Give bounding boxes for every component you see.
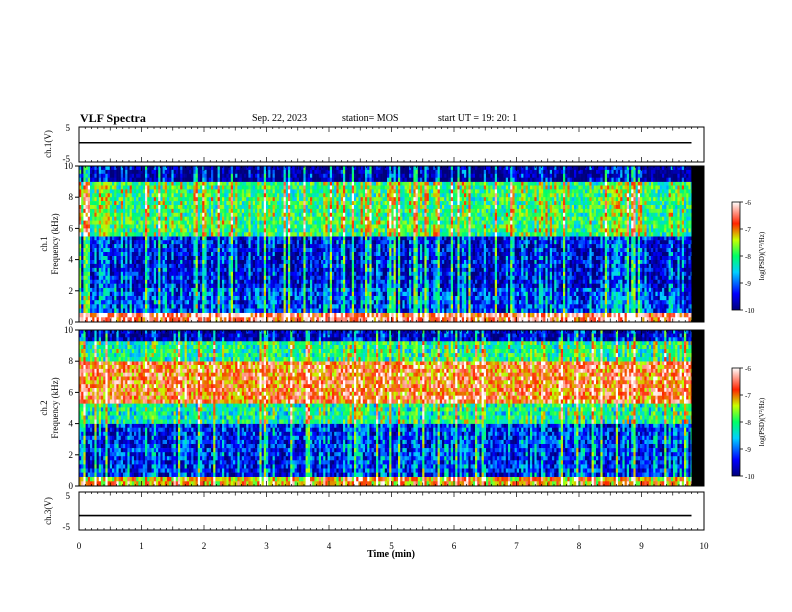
vlf-figure: 5 -5 ch.1(V) 0246810 ch.1 Frequency (kHz… bbox=[0, 0, 792, 612]
ch2-spectrogram-ylabel: Frequency (kHz) bbox=[50, 377, 60, 438]
ch1-voltage-ylabel: ch.1(V) bbox=[43, 130, 53, 158]
ch3-voltage-ylabel: ch.3(V) bbox=[43, 497, 53, 525]
ch1-freq-tick-label: 2 bbox=[69, 286, 74, 296]
ch1-colorbar-tick-label: -7 bbox=[745, 226, 751, 234]
ch1-colorbar-tick-label: -10 bbox=[745, 307, 755, 315]
time-tick-label: 6 bbox=[452, 541, 457, 551]
ch2-spectrogram-image bbox=[79, 330, 704, 486]
ch3-ytick-bottom: -5 bbox=[63, 522, 71, 532]
ch2-spectrogram-ylabel-top: ch.2 bbox=[39, 400, 49, 415]
ch2-colorbar-tick-label: -7 bbox=[745, 392, 751, 400]
ch1-colorbar-scale bbox=[732, 202, 740, 310]
ch1-spectrogram-ylabel-top: ch.1 bbox=[39, 236, 49, 251]
ch1-freq-tick-label: 6 bbox=[69, 223, 74, 233]
ch1-freq-tick-label: 4 bbox=[69, 255, 74, 265]
time-tick-label: 0 bbox=[77, 541, 82, 551]
ch2-colorbar: -6 -7 -8 -9 -10 log(PSD)(V²/Hz) bbox=[732, 365, 766, 481]
time-axis-label: Time (min) bbox=[367, 549, 415, 560]
time-tick-label: 10 bbox=[700, 541, 710, 551]
time-tick-label: 7 bbox=[514, 541, 519, 551]
time-tick-label: 1 bbox=[139, 541, 144, 551]
ch2-colorbar-tick-label: -6 bbox=[745, 365, 751, 373]
ch2-colorbar-tick-label: -10 bbox=[745, 473, 755, 481]
ch1-colorbar-tick-label: -8 bbox=[745, 253, 751, 261]
ch2-freq-tick-label: 8 bbox=[69, 356, 74, 366]
ch3-voltage-panel: 5 -5 ch.3(V) bbox=[43, 491, 704, 532]
ch2-colorbar-tick-label: -8 bbox=[745, 419, 751, 427]
ch2-freq-tick-label: 0 bbox=[69, 481, 74, 491]
time-tick-label: 8 bbox=[577, 541, 582, 551]
ch3-voltage-frame bbox=[79, 492, 704, 530]
ch2-colorbar-tick-label: -9 bbox=[745, 446, 751, 454]
ch2-colorbar-label: log(PSD)(V²/Hz) bbox=[758, 397, 766, 446]
time-tick-label: 4 bbox=[327, 541, 332, 551]
ch1-colorbar: -6 -7 -8 -9 -10 log(PSD)(V²/Hz) bbox=[732, 199, 766, 315]
time-tick-label: 2 bbox=[202, 541, 207, 551]
ch1-ytick-top: 5 bbox=[66, 123, 71, 133]
ch1-freq-tick-label: 10 bbox=[64, 161, 74, 171]
time-tick-label: 3 bbox=[264, 541, 269, 551]
ch2-spectrogram-panel: 0 2 4 6 8 10 ch.2 Frequency (kHz) bbox=[39, 325, 704, 491]
ch1-voltage-panel: 5 -5 ch.1(V) bbox=[43, 123, 704, 164]
ch2-freq-tick-label: 4 bbox=[69, 419, 74, 429]
ch1-freq-tick-label: 8 bbox=[69, 192, 74, 202]
ch2-colorbar-scale bbox=[732, 368, 740, 476]
ch3-ytick-top: 5 bbox=[66, 491, 71, 501]
ch2-freq-tick-label: 6 bbox=[69, 387, 74, 397]
ch2-freq-tick-label: 2 bbox=[69, 450, 74, 460]
ch1-spectrogram-ylabel: Frequency (kHz) bbox=[50, 213, 60, 274]
time-tick-label: 9 bbox=[639, 541, 644, 551]
ch1-colorbar-tick-label: -9 bbox=[745, 280, 751, 288]
ch1-voltage-frame bbox=[79, 127, 704, 162]
ch1-colorbar-tick-label: -6 bbox=[745, 199, 751, 207]
ch1-colorbar-label: log(PSD)(V²/Hz) bbox=[758, 231, 766, 280]
ch1-spectrogram-image bbox=[79, 166, 704, 322]
ch2-freq-tick-label: 10 bbox=[64, 325, 74, 335]
